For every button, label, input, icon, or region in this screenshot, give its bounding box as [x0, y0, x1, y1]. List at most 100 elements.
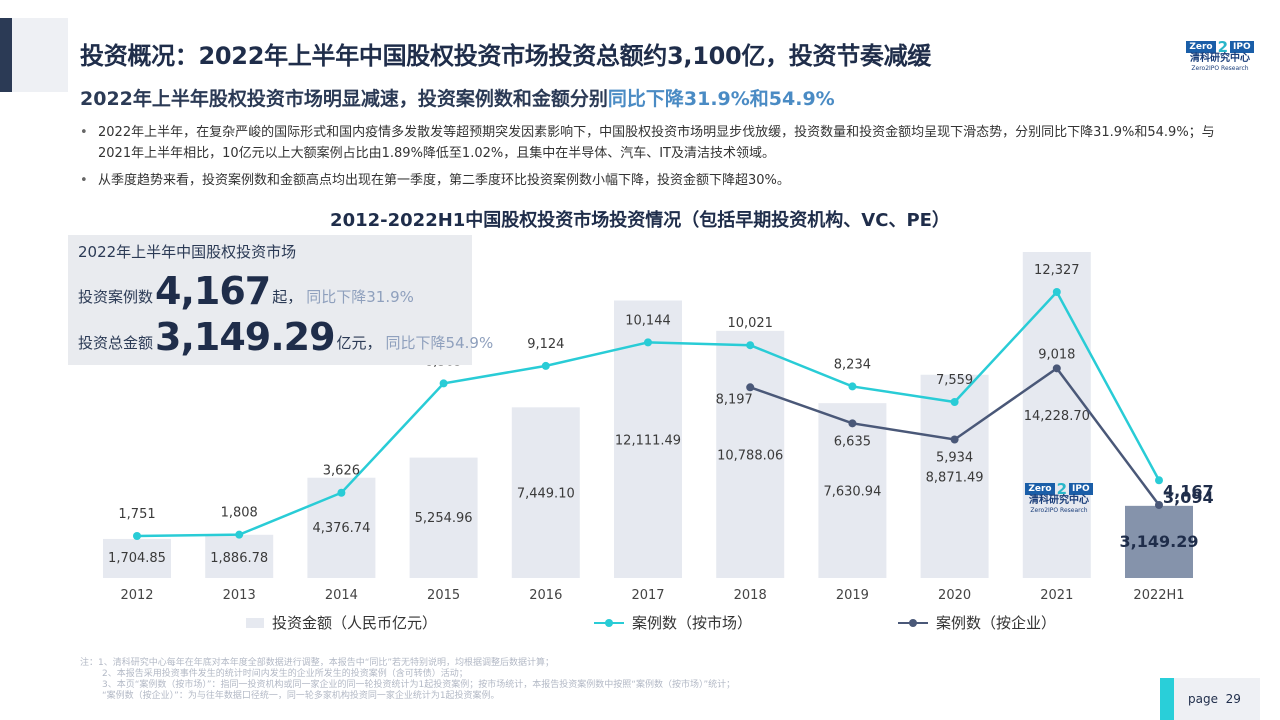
series-point	[1052, 288, 1061, 296]
logo-en: Zero2IPO Research	[1191, 65, 1249, 72]
logo-two: 2	[1217, 38, 1229, 56]
series-point	[746, 341, 755, 350]
footnote-line: 2、本报告采用投资事件发生的统计时间内发生的企业所发生的投资案例（含可转债）活动…	[102, 669, 468, 679]
series-point	[1052, 364, 1061, 373]
deals-value: 4,167	[155, 269, 271, 313]
bar	[511, 407, 580, 578]
x-tick-label: 2017	[631, 588, 664, 603]
legend-market-line: 案例数（按市场）	[594, 612, 752, 633]
x-tick-label: 2012	[120, 588, 153, 603]
deals-yoy: 同比下降31.9%	[306, 288, 414, 306]
series-value-label: 8,197	[716, 392, 753, 407]
watermark-ipo: IPO	[1069, 483, 1093, 495]
series-point	[337, 488, 346, 497]
summary-box: 2022年上半年中国股权投资市场 投资案例数 4,167 起， 同比下降31.9…	[68, 235, 493, 365]
page-value: 29	[1225, 692, 1241, 706]
legend-bars: 投资金额（人民币亿元）	[246, 612, 437, 633]
series-point	[235, 530, 244, 539]
page-label: page	[1188, 692, 1218, 706]
series-value-label: 4,167	[1163, 481, 1214, 500]
bar	[409, 457, 478, 578]
series-point	[950, 398, 959, 407]
x-tick-label: 2021	[1040, 588, 1073, 603]
footnote-line: 3、本页“案例数（按市场）”：指同一投资机构或同一家企业的同一轮投资统计为1起投…	[102, 680, 736, 690]
legend-market-label: 案例数（按市场）	[632, 614, 753, 632]
bar	[1022, 252, 1091, 578]
series-value-label: 6,635	[834, 434, 871, 449]
series-value-label: 10,021	[727, 316, 773, 331]
legend-bars-swatch	[246, 617, 264, 628]
footnote-line: “案例数（按企业）”：为与往年数据口径统一，同一轮多家机构投资同一家企业统计为1…	[102, 691, 500, 701]
amount-unit: 亿元，	[336, 334, 382, 352]
bar-value-label: 7,630.94	[823, 485, 881, 500]
bar	[1125, 505, 1193, 578]
bar-value-label: 5,254.96	[415, 511, 473, 526]
bar-value-label: 12,111.49	[615, 433, 681, 448]
page-subtitle: 2022年上半年股权投资市场明显减速，投资案例数和金额分别同比下降31.9%和5…	[80, 84, 835, 111]
page-accent	[1160, 678, 1174, 720]
series-value-label: 3,626	[323, 464, 360, 479]
bar-value-label: 7,449.10	[517, 487, 575, 502]
subtitle-highlight: 同比下降31.9%和54.9%	[607, 88, 835, 110]
page-number-box	[1174, 678, 1260, 720]
bar-value-label: 4,376.74	[312, 521, 370, 536]
series-point	[644, 338, 652, 347]
corner-accent-bar	[0, 18, 12, 92]
summary-amount-row: 投资总金额 3,149.29 亿元， 同比下降54.9%	[78, 317, 493, 357]
bar	[818, 403, 887, 578]
x-tick-label: 2014	[325, 588, 358, 603]
x-tick-label: 2018	[734, 588, 767, 603]
legend-bars-label: 投资金额（人民币亿元）	[272, 614, 438, 632]
x-tick-label: 2013	[223, 588, 256, 603]
bar-value-label: 1,704.85	[108, 551, 166, 566]
series-value-label: 10,144	[625, 313, 671, 328]
footnotes: 注：1、清科研究中心每年在年底对本年度全部数据进行调整，本报告中“同比”若无特别…	[80, 658, 1160, 702]
bullet-list: 2022年上半年，在复杂严峻的国际形式和国内疫情多发散发等超预期突发因素影响下，…	[78, 122, 1228, 197]
legend-market-swatch	[594, 618, 624, 627]
bar-value-label: 1,886.78	[210, 551, 268, 566]
x-tick-label: 2022H1	[1133, 588, 1184, 603]
series-value-label: 5,934	[936, 450, 973, 465]
series-point	[541, 361, 550, 370]
subtitle-main: 2022年上半年股权投资市场明显减速，投资案例数和金额分别	[80, 88, 608, 110]
bar-value-label: 3,149.29	[1120, 532, 1199, 551]
series-point	[1155, 476, 1163, 485]
x-tick-label: 2020	[938, 588, 971, 603]
logo-ipo: IPO	[1230, 41, 1254, 53]
legend-company-line: 案例数（按企业）	[898, 612, 1056, 633]
bullet-item: 从季度趋势来看，投资案例数和金额高点均出现在第一季度，第二季度环比投资案例数小幅…	[78, 170, 1228, 191]
series-point	[950, 435, 959, 444]
deals-prefix: 投资案例数	[78, 288, 154, 306]
bar	[205, 534, 274, 578]
legend-company-label: 案例数（按企业）	[936, 614, 1057, 632]
series-value-label: 1,808	[221, 506, 258, 521]
series-point	[133, 532, 141, 540]
series-point	[439, 379, 448, 388]
series-value-label: 1,751	[118, 507, 155, 522]
deals-unit: 起，	[272, 288, 303, 306]
amount-value: 3,149.29	[155, 315, 336, 359]
bar	[103, 538, 171, 578]
bar-value-label: 10,788.06	[717, 448, 783, 463]
series-value-label: 7,559	[936, 373, 973, 388]
logo-cn: 清科研究中心	[1190, 53, 1250, 64]
page-number: page 29	[1188, 692, 1241, 706]
watermark-cn: 清科研究中心	[1029, 495, 1089, 506]
watermark-zero: Zero	[1025, 483, 1055, 495]
watermark-two: 2	[1056, 480, 1068, 498]
bullet-item: 2022年上半年，在复杂严峻的国际形式和国内疫情多发散发等超预期突发因素影响下，…	[78, 122, 1228, 164]
summary-heading: 2022年上半年中国股权投资市场	[78, 243, 297, 261]
series-point	[1155, 501, 1163, 510]
x-tick-label: 2015	[427, 588, 460, 603]
chart-title: 2012-2022H1中国股权投资市场投资情况（包括早期投资机构、VC、PE）	[330, 210, 950, 231]
series-value-label: 12,327	[1034, 263, 1080, 278]
x-tick-label: 2016	[529, 588, 562, 603]
chart-watermark-logo: Zero 2 IPO 清科研究中心 Zero2IPO Research	[1024, 476, 1094, 515]
series-point	[848, 419, 857, 428]
amount-yoy: 同比下降54.9%	[385, 334, 494, 352]
series-point	[746, 383, 755, 392]
legend-company-swatch	[898, 618, 928, 627]
logo-zero: Zero	[1186, 41, 1216, 53]
bar	[716, 330, 785, 578]
